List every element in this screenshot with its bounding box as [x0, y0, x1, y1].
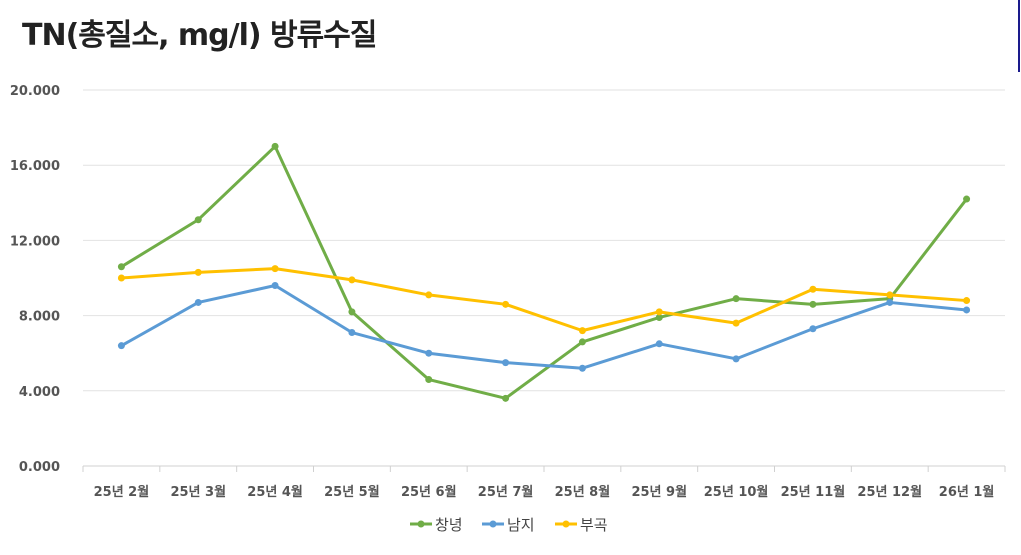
data-point: [578, 364, 586, 372]
data-point: [117, 274, 125, 282]
y-tick-label: 12.000: [10, 234, 60, 249]
data-point: [732, 319, 740, 327]
data-point: [271, 265, 279, 273]
x-tick-label: 25년 9월: [631, 484, 687, 500]
data-point: [502, 300, 510, 308]
series-line-창녕: [120, 144, 968, 400]
legend-marker: [489, 520, 497, 528]
data-point: [502, 359, 510, 367]
data-point: [886, 291, 894, 299]
data-point: [117, 263, 125, 271]
data-point: [809, 285, 817, 293]
data-point: [194, 298, 202, 306]
data-point: [425, 349, 433, 357]
data-point: [502, 394, 510, 402]
window-edge: [1018, 0, 1020, 72]
x-tick-label: 25년 8월: [555, 484, 611, 500]
data-point: [963, 297, 971, 305]
data-point: [194, 268, 202, 276]
data-point: [425, 376, 433, 384]
data-point: [578, 338, 586, 346]
data-point: [578, 327, 586, 335]
legend-label: 부곡: [580, 516, 608, 534]
data-point: [425, 291, 433, 299]
data-point: [809, 300, 817, 308]
x-tick-label: 25년 5월: [324, 484, 380, 500]
y-tick-label: 0.000: [19, 460, 60, 475]
data-point: [194, 216, 202, 224]
x-tick-label: 26년 1월: [939, 484, 995, 500]
data-point: [732, 355, 740, 363]
y-tick-label: 20.000: [10, 84, 60, 99]
x-tick-label: 25년 10월: [704, 484, 769, 500]
x-tick-label: 25년 3월: [170, 484, 226, 500]
data-point: [271, 142, 279, 150]
y-tick-label: 8.000: [19, 310, 60, 325]
data-point: [655, 308, 663, 316]
data-point: [963, 306, 971, 314]
data-point: [809, 325, 817, 333]
series-line-부곡: [121, 267, 967, 333]
data-point: [886, 298, 894, 306]
x-tick-label: 25년 4월: [247, 484, 303, 500]
data-point: [271, 282, 279, 290]
data-point: [348, 329, 356, 337]
data-point: [963, 195, 971, 203]
x-tick-label: 25년 6월: [401, 484, 457, 500]
data-point: [348, 308, 356, 316]
data-point: [655, 313, 663, 321]
y-tick-label: 4.000: [19, 385, 60, 400]
legend-label: 남지: [507, 516, 535, 534]
legend-marker: [562, 520, 570, 528]
chart-title: TN(총질소, mg/l) 방류수질: [22, 18, 377, 53]
x-tick-label: 25년 7월: [478, 484, 534, 500]
data-point: [655, 340, 663, 348]
x-tick-label: 25년 2월: [94, 484, 150, 500]
series-line-남지: [120, 284, 967, 370]
data-point: [732, 295, 740, 303]
data-point: [348, 276, 356, 284]
legend-label: 창녕: [435, 516, 463, 534]
x-tick-label: 25년 12월: [857, 484, 922, 500]
data-point: [117, 342, 125, 350]
x-tick-label: 25년 11월: [781, 484, 846, 500]
y-tick-label: 16.000: [10, 159, 60, 174]
legend-marker: [417, 520, 425, 528]
